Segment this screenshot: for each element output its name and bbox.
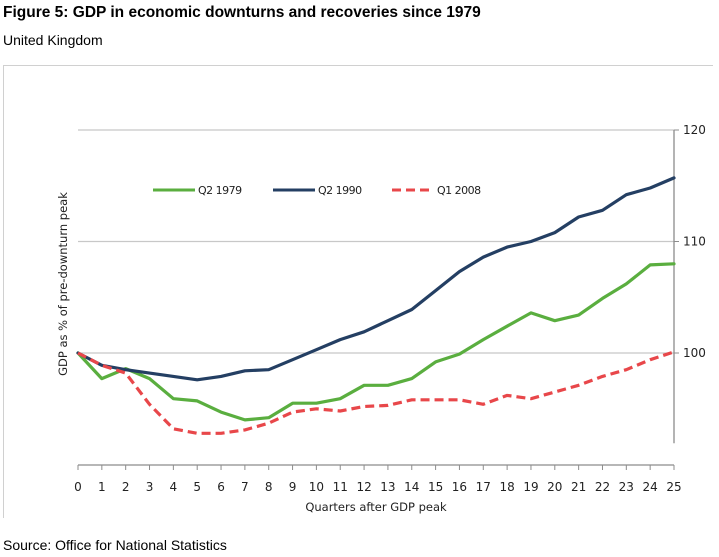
series-line-q2-1990 [76, 176, 676, 382]
x-tick-label: 9 [289, 480, 297, 494]
chart-frame [3, 65, 713, 518]
y-tick-label: 120 [683, 123, 706, 137]
x-tick-label: 20 [547, 480, 562, 494]
x-tick-label: 11 [333, 480, 348, 494]
legend-label-q2-1979: Q2 1979 [198, 184, 242, 197]
y-tick-label: 110 [683, 235, 706, 249]
x-tick-label: 5 [193, 480, 201, 494]
series-line-q2-1979 [76, 262, 676, 422]
x-tick-label: 16 [452, 480, 467, 494]
x-tick-label: 23 [619, 480, 634, 494]
series-lines [76, 176, 676, 435]
x-tick-label: 8 [265, 480, 273, 494]
legend-item-q1-2008: Q1 2008 [392, 184, 482, 197]
source-note: Source: Office for National Statistics [3, 537, 227, 553]
x-tick-label: 12 [356, 480, 371, 494]
x-tick-label: 25 [666, 480, 681, 494]
y-axis-title: GDP as % of pre-downturn peak [56, 192, 70, 376]
x-tick-label: 19 [523, 480, 538, 494]
figure-title: Figure 5: GDP in economic downturns and … [3, 4, 481, 21]
x-tick-label: 17 [476, 480, 491, 494]
x-tick-label: 24 [643, 480, 658, 494]
x-tick-label: 2 [122, 480, 130, 494]
x-tick-label: 13 [380, 480, 395, 494]
x-tick-label: 7 [241, 480, 249, 494]
legend-label-q1-2008: Q1 2008 [437, 184, 481, 197]
x-tick-label: 3 [146, 480, 154, 494]
x-tick-label: 21 [571, 480, 586, 494]
legend-item-q2-1979: Q2 1979 [153, 184, 243, 197]
legend-item-q2-1990: Q2 1990 [273, 184, 363, 197]
legend: Q2 1979 Q2 1990 Q1 2008 [153, 184, 482, 197]
x-tick-label: 1 [98, 480, 106, 494]
x-tick-label: 0 [74, 480, 82, 494]
x-tick-label: 18 [499, 480, 514, 494]
x-tick-label: 6 [217, 480, 225, 494]
y-tick-label: 100 [683, 346, 706, 360]
series-line-q1-2008 [77, 350, 675, 435]
legend-label-q2-1990: Q2 1990 [318, 184, 362, 197]
figure-subtitle: United Kingdom [3, 32, 103, 48]
x-tick-label: 22 [595, 480, 610, 494]
x-tick-label: 4 [170, 480, 178, 494]
gridlines [78, 129, 674, 354]
x-tick-label: 14 [404, 480, 419, 494]
x-axis-title: Quarters after GDP peak [305, 500, 447, 514]
x-tick-label: 10 [309, 480, 324, 494]
x-tick-label: 15 [428, 480, 443, 494]
